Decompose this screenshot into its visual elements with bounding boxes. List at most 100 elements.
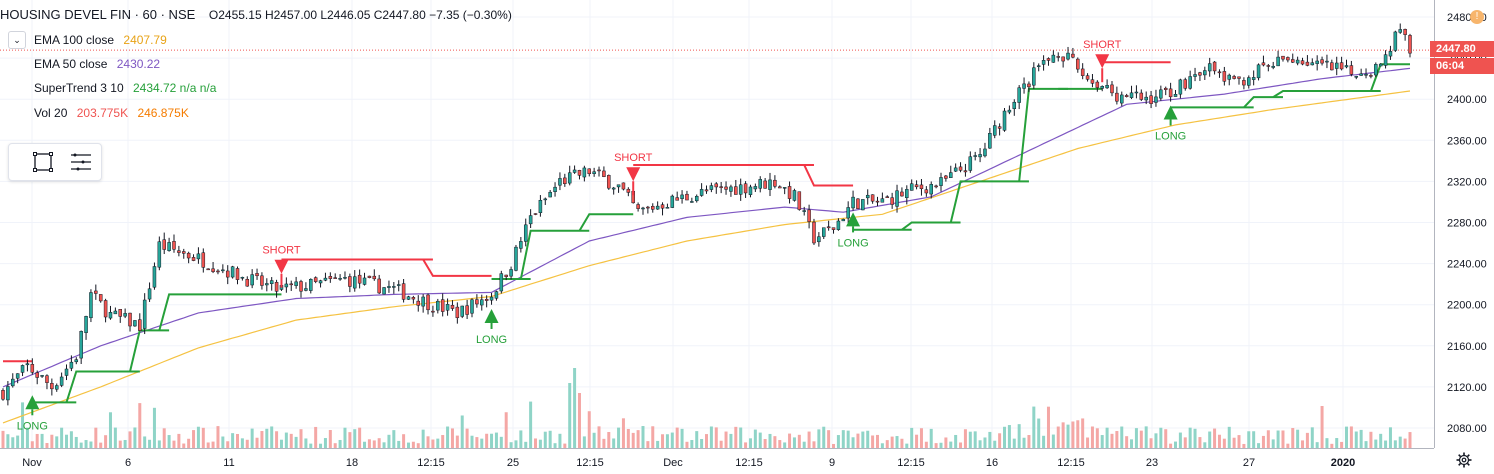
- volume-bar: [1086, 437, 1090, 448]
- candle-body: [704, 189, 709, 192]
- candle-body: [812, 221, 816, 244]
- candle-body: [1349, 65, 1354, 75]
- volume-bar: [1281, 430, 1285, 448]
- candle-body: [602, 170, 606, 177]
- volume-bar: [939, 442, 943, 448]
- candle-body: [572, 169, 577, 173]
- volume-bar: [1032, 406, 1036, 448]
- candle-body: [35, 372, 39, 378]
- volume-bar: [421, 429, 425, 448]
- volume-bar: [1174, 441, 1177, 448]
- x-tick-label: 12:15: [735, 457, 763, 469]
- volume-bar: [1125, 436, 1129, 448]
- candle-body: [186, 252, 191, 259]
- alert-icon[interactable]: !: [1470, 10, 1484, 24]
- candle-body: [1256, 64, 1261, 79]
- legend-ema50[interactable]: EMA 50 close 2430.22: [34, 57, 160, 71]
- volume-bar: [1237, 435, 1241, 448]
- candle-body: [621, 182, 626, 190]
- x-tick-label: 16: [986, 457, 998, 469]
- symbol-title[interactable]: HOUSING DEVEL FIN · 60 · NSE: [0, 7, 196, 22]
- candle-body: [1076, 58, 1080, 70]
- candle-body: [25, 363, 30, 366]
- candle-body: [470, 299, 474, 314]
- candle-body: [582, 167, 587, 178]
- volume-bar: [284, 432, 288, 448]
- legend-ema100[interactable]: EMA 100 close 2407.79: [34, 33, 167, 47]
- candle-body: [714, 183, 719, 188]
- volume-bar: [1051, 434, 1055, 448]
- volume-bar: [563, 443, 567, 448]
- candle-body: [1286, 57, 1290, 61]
- volume-bar: [1227, 426, 1231, 448]
- volume-bar: [1320, 406, 1324, 448]
- volume-bar: [1100, 435, 1104, 448]
- volume-bar: [1003, 426, 1007, 448]
- x-tick-label: 6: [125, 457, 131, 469]
- candle-body: [255, 273, 259, 277]
- volume-bar: [768, 433, 772, 448]
- candle-body: [1022, 83, 1026, 89]
- volume-bar: [69, 431, 73, 448]
- candle-body: [1393, 31, 1398, 51]
- candle-body: [895, 190, 899, 207]
- candle-body: [753, 186, 758, 190]
- candle-body: [636, 204, 640, 209]
- volume-bar: [1369, 431, 1373, 448]
- volume-bar: [6, 434, 10, 448]
- candle-body: [768, 179, 772, 190]
- candle-body: [592, 171, 596, 174]
- rectangle-tool-icon[interactable]: [31, 150, 55, 174]
- volume-bar: [626, 428, 630, 448]
- candle-body: [1144, 96, 1148, 101]
- candle-body: [1217, 71, 1222, 74]
- volume-bar: [406, 442, 410, 448]
- volume-bar: [294, 436, 298, 448]
- volume-bar: [270, 426, 274, 448]
- candle-body: [1129, 92, 1134, 98]
- candle-body: [225, 270, 230, 278]
- short-arrow-icon: [626, 167, 641, 182]
- candle-body: [177, 250, 181, 253]
- long-signal-label: LONG: [837, 237, 868, 249]
- candle-body: [997, 126, 1002, 129]
- legend-supertrend[interactable]: SuperTrend 3 10 2434.72 n/a n/a: [34, 81, 216, 95]
- volume-bar: [1301, 440, 1305, 448]
- candle-body: [103, 300, 108, 318]
- volume-bar: [1095, 428, 1099, 448]
- legend-volume[interactable]: Vol 20 203.775K 246.875K: [34, 106, 189, 120]
- volume-bar: [875, 434, 879, 448]
- candle-body: [973, 155, 977, 157]
- candle-body: [900, 191, 904, 197]
- volume-bar: [983, 437, 987, 448]
- volume-bar: [1022, 437, 1026, 448]
- long-arrow-icon: [1163, 105, 1178, 120]
- volume-bar: [377, 438, 381, 448]
- volume-bar: [587, 411, 591, 448]
- volume-bar: [577, 393, 581, 448]
- candle-body: [1061, 56, 1065, 62]
- volume-bar: [201, 427, 205, 448]
- volume-bar: [866, 430, 870, 448]
- menu-lines-icon[interactable]: [69, 150, 93, 174]
- candle-body: [949, 172, 953, 178]
- volume-bar: [573, 368, 577, 448]
- candle-body: [84, 316, 88, 333]
- volume-bar: [65, 434, 69, 448]
- volume-bar: [1149, 438, 1153, 448]
- volume-bar: [1286, 443, 1290, 448]
- candle-body: [406, 296, 411, 300]
- candle-body: [392, 286, 396, 288]
- candle-body: [147, 288, 152, 300]
- candle-body: [1120, 94, 1124, 104]
- candle-body: [958, 166, 963, 171]
- candle-body: [98, 294, 103, 302]
- gear-icon[interactable]: [1456, 452, 1472, 468]
- candle-body: [6, 386, 10, 401]
- candle-body: [743, 183, 748, 194]
- chevron-down-icon[interactable]: ⌄: [8, 31, 26, 49]
- volume-bar: [226, 441, 230, 448]
- candle-body: [607, 175, 611, 189]
- volume-bar: [426, 436, 430, 448]
